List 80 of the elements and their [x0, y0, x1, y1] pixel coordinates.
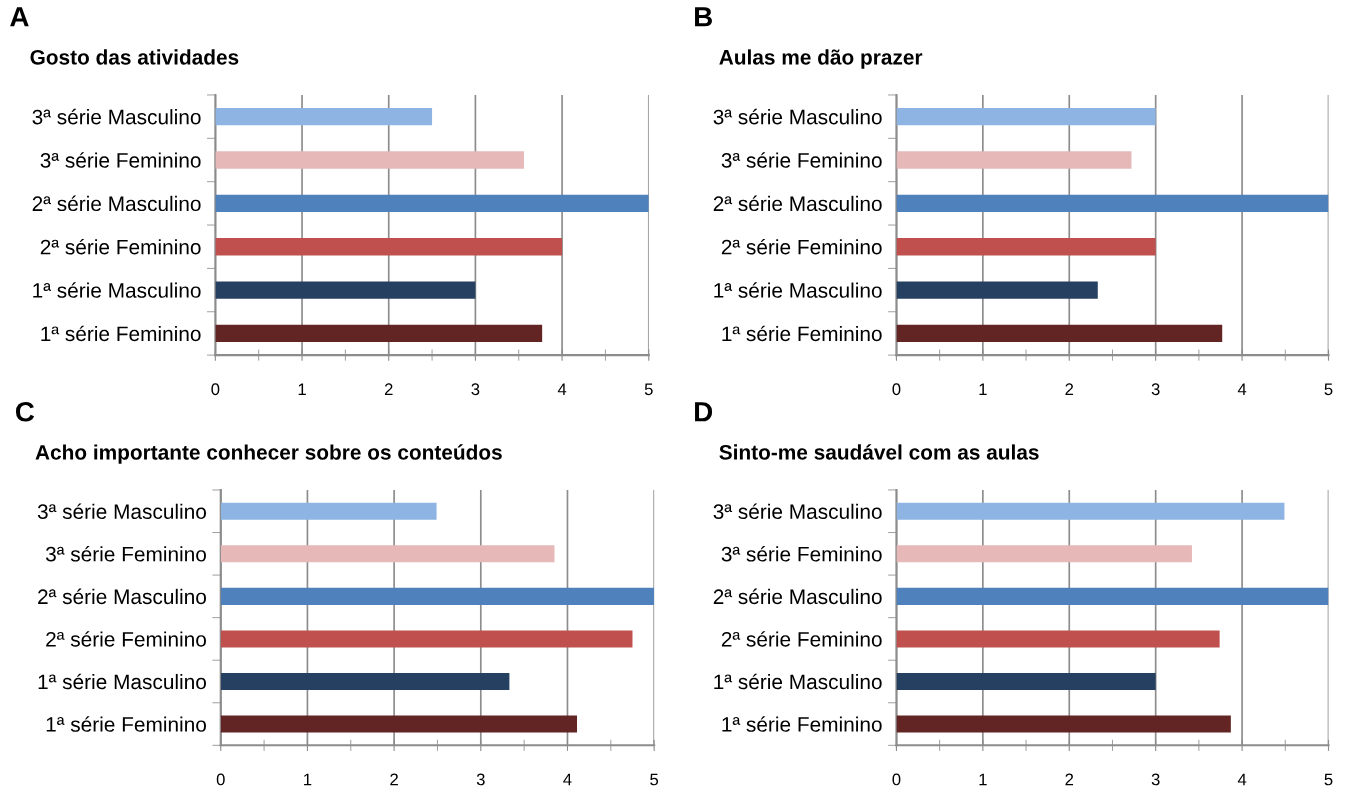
x-tick-label: 4 [1237, 773, 1247, 786]
bar [220, 715, 578, 733]
bar [896, 151, 1132, 169]
bar [220, 545, 555, 563]
y-tick-label: 1ª série Masculino [714, 673, 882, 690]
x-tick-label: 3 [1151, 383, 1160, 396]
y-tick-label: 3ª série Feminino [40, 152, 201, 168]
x-tick-label: 4 [563, 773, 572, 786]
bar [220, 587, 655, 605]
y-tick-label: 2ª série Feminino [46, 631, 206, 647]
chart-title: Acho importante conhecer sobre os conteúdos [35, 444, 502, 464]
bar [215, 194, 649, 213]
y-tick-label: 1ª série Feminino [722, 716, 882, 732]
y-tick-label: 1ª série Masculino [33, 282, 201, 298]
y-tick-label: 3ª série Masculino [713, 503, 882, 520]
x-tick-label: 1 [304, 773, 312, 786]
y-tick-label: 2ª série Masculino [713, 588, 882, 605]
x-tick-label: 2 [390, 773, 398, 786]
y-tick-label: 2ª série Feminino [40, 238, 201, 255]
text: D [695, 402, 713, 422]
x-tick-label: 3 [471, 383, 480, 396]
bar [896, 630, 1220, 648]
bar [896, 324, 1223, 343]
bar [215, 281, 476, 299]
y-tick-label: 3ª série Masculino [32, 108, 201, 125]
bar [896, 587, 1329, 605]
y-tick-label: 1ª série Feminino [41, 325, 201, 342]
bar [896, 281, 1098, 299]
x-tick-label: 1 [979, 773, 987, 786]
x-tick-label: 0 [892, 383, 901, 396]
x-tick-label: 0 [216, 773, 225, 786]
y-tick-label: 3ª série Masculino [713, 108, 882, 125]
bar [896, 715, 1231, 733]
bar [896, 502, 1285, 520]
x-tick-label: 2 [384, 383, 393, 395]
x-tick-label: 2 [1065, 773, 1074, 786]
bar [220, 502, 437, 520]
bar [896, 545, 1192, 563]
x-tick-label: 1 [298, 383, 306, 395]
x-tick-label: 3 [476, 773, 485, 786]
x-tick-label: 0 [211, 383, 220, 396]
y-tick-label: 1ª série Masculino [38, 673, 206, 690]
x-tick-label: 1 [979, 383, 987, 395]
text: B [695, 7, 712, 27]
x-tick-label: 5 [650, 773, 659, 786]
bar [215, 151, 524, 169]
bar [896, 238, 1156, 256]
text: C [15, 401, 35, 422]
x-tick-label: 3 [1151, 773, 1160, 786]
bar [215, 324, 543, 343]
bar [215, 107, 433, 126]
y-tick-label: 3ª série Feminino [721, 152, 882, 168]
y-tick-label: 2ª série Masculino [713, 195, 882, 212]
bar [220, 672, 510, 690]
bar [896, 107, 1156, 126]
chart-title: Aulas me dão prazer [719, 49, 923, 69]
y-tick-label: 1ª série Masculino [714, 282, 882, 298]
x-tick-label: 2 [1065, 383, 1074, 395]
x-tick-label: 0 [892, 773, 901, 786]
y-tick-label: 2ª série Masculino [38, 588, 206, 605]
bar [896, 672, 1156, 690]
y-tick-label: 2ª série Masculino [32, 195, 201, 212]
text: A [10, 7, 29, 27]
bar [896, 194, 1329, 213]
y-tick-label: 1ª série Feminino [722, 325, 882, 342]
y-tick-label: 3ª série Feminino [721, 546, 882, 562]
x-tick-label: 4 [557, 383, 567, 395]
chart-title: Gosto das atividades [30, 49, 239, 65]
y-tick-label: 3ª série Feminino [45, 546, 206, 562]
chart-title: Sinto-me saudável com as aulas [719, 444, 1039, 460]
bar [220, 630, 633, 648]
x-tick-label: 5 [1324, 773, 1333, 786]
bar [215, 238, 563, 256]
y-tick-label: 3ª série Masculino [37, 503, 206, 520]
y-tick-label: 2ª série Feminino [721, 631, 882, 647]
x-tick-label: 4 [1237, 383, 1247, 395]
y-tick-label: 2ª série Feminino [721, 238, 882, 255]
x-tick-label: 5 [1324, 383, 1333, 396]
y-tick-label: 1ª série Feminino [46, 716, 206, 732]
x-tick-label: 5 [644, 383, 653, 396]
